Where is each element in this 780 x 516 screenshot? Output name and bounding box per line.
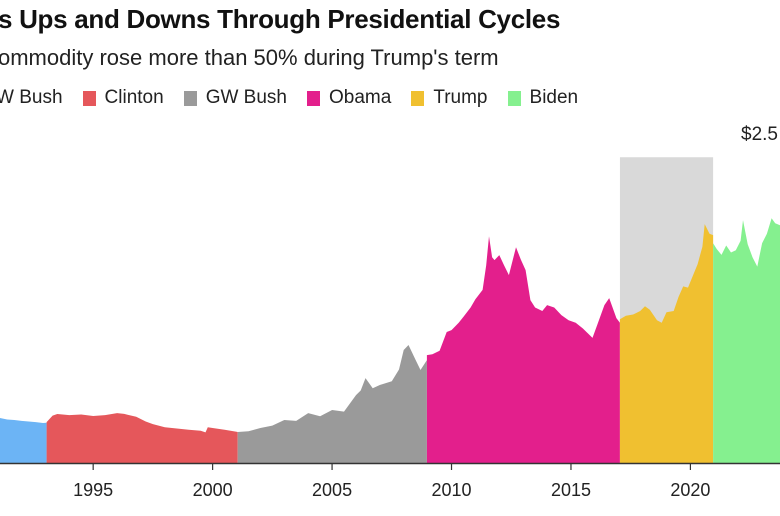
area-w-bush xyxy=(0,418,47,463)
area-clinton xyxy=(46,413,238,463)
legend-label: GW Bush xyxy=(205,87,287,108)
chart-subtitle: ommodity rose more than 50% during Trump… xyxy=(0,45,499,70)
legend-item: W Bush xyxy=(0,87,63,109)
legend: W Bush Clinton GW Bush Obama Trump Biden xyxy=(0,87,598,109)
legend-swatch xyxy=(307,90,320,106)
area-gw-bush xyxy=(237,345,427,463)
area-trump xyxy=(619,224,714,463)
x-tick-label: 2000 xyxy=(193,480,233,500)
legend-swatch xyxy=(411,90,425,106)
value-annotation: $2.5 xyxy=(741,124,778,145)
legend-swatch xyxy=(183,90,197,106)
legend-label: Trump xyxy=(433,87,488,108)
area-obama xyxy=(426,236,620,463)
legend-item: GW Bush xyxy=(183,87,287,109)
chart-title: s Ups and Downs Through Presidential Cyc… xyxy=(0,4,561,34)
x-tick-label: 1995 xyxy=(73,480,113,500)
x-tick-label: 2015 xyxy=(551,480,591,500)
legend-swatch xyxy=(82,90,96,106)
legend-item: Trump xyxy=(411,87,488,109)
x-tick-label: 2005 xyxy=(312,480,352,500)
legend-label: Biden xyxy=(529,87,579,108)
legend-label: W Bush xyxy=(0,87,63,108)
x-tick-label: 2010 xyxy=(431,480,471,500)
area-biden xyxy=(713,218,780,463)
legend-item: Obama xyxy=(307,87,391,109)
legend-swatch xyxy=(507,90,521,106)
legend-label: Obama xyxy=(329,87,392,108)
legend-item: Biden xyxy=(507,87,579,109)
legend-label: Clinton xyxy=(104,87,164,108)
legend-item: Clinton xyxy=(82,87,164,109)
x-tick-label: 2020 xyxy=(670,480,710,500)
